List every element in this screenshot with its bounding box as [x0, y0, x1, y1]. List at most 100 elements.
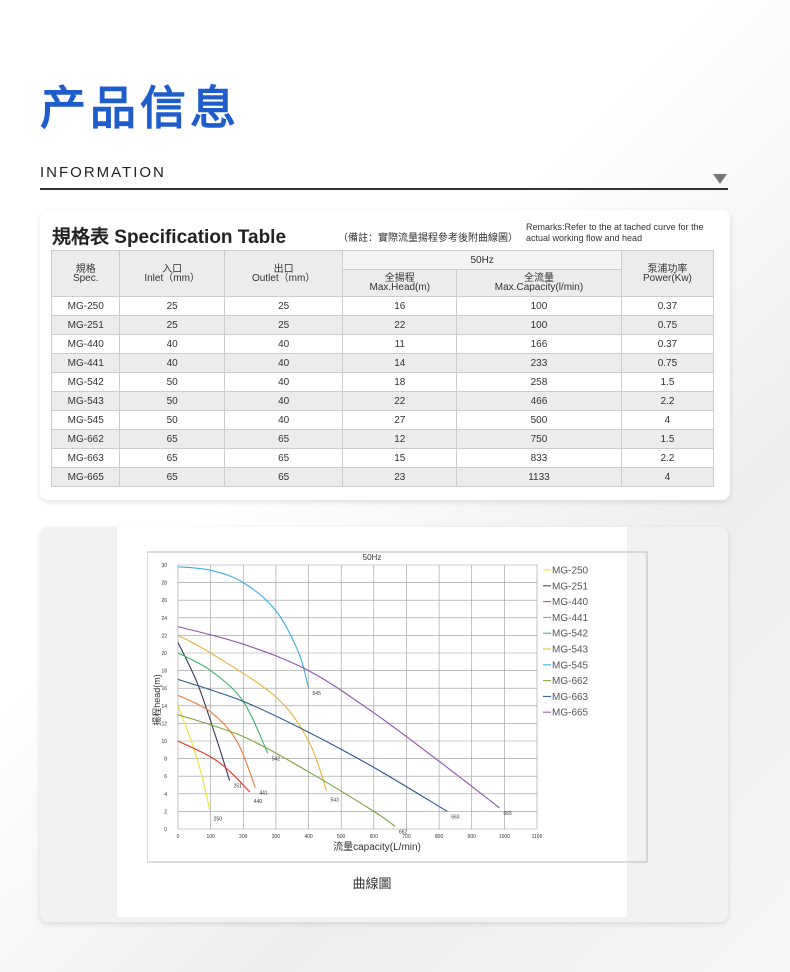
table-cell: 500 [456, 410, 622, 430]
table-cell: 833 [456, 448, 622, 468]
table-cell: 100 [456, 296, 622, 316]
table-cell: 40 [223, 334, 344, 354]
group-header: 50Hz [342, 250, 622, 270]
series-end-label: 440 [254, 799, 263, 805]
legend-entry: MG-250 [552, 566, 589, 577]
table-cell: MG-545 [50, 410, 121, 430]
legend-entry: MG-663 [552, 692, 589, 703]
table-cell: 25 [119, 296, 225, 316]
y-tick-label: 6 [164, 774, 167, 780]
legend-entry: MG-662 [552, 676, 589, 687]
table-cell: MG-441 [50, 353, 121, 373]
table-row: MG-543 50 40 22 466 2.2 [50, 391, 715, 411]
x-tick-label: 700 [402, 834, 411, 840]
table-row: MG-663 65 65 15 833 2.2 [50, 448, 715, 468]
col-header: 出口 Outlet（mm） [223, 250, 344, 297]
series-end-label: 545 [313, 691, 322, 697]
table-cell: 4 [620, 467, 715, 487]
table-cell: 1133 [456, 467, 622, 487]
table-cell: 65 [223, 448, 344, 468]
col-header: 規格 Spec. [50, 250, 121, 297]
spec-title: 規格表 Specification Table [52, 227, 287, 248]
col-en: Inlet（mm） [144, 272, 200, 284]
legend-entry: MG-440 [552, 597, 589, 608]
x-tick-label: 800 [435, 834, 444, 840]
table-cell: 258 [456, 372, 622, 392]
table-row: MG-662 65 65 12 750 1.5 [50, 429, 715, 449]
y-tick-label: 0 [164, 827, 167, 833]
table-cell: 22 [342, 391, 458, 411]
x-tick-label: 1000 [499, 834, 510, 840]
series-end-label: 250 [214, 817, 223, 823]
table-cell: 166 [456, 334, 622, 354]
table-row: MG-250 25 25 16 100 0.37 [50, 296, 715, 316]
x-tick-label: 0 [177, 834, 180, 840]
series-end-label: 665 [503, 811, 512, 817]
series-line-441 [177, 694, 256, 788]
series-line-251 [177, 642, 231, 781]
y-tick-label: 28 [161, 581, 167, 587]
table-cell: 22 [342, 315, 458, 335]
col-cn: 出口 [273, 263, 294, 275]
y-tick-label: 18 [161, 669, 167, 675]
series-line-665 [177, 626, 500, 809]
divider [40, 188, 728, 190]
table-cell: 15 [342, 448, 458, 468]
table-cell: 18 [342, 372, 458, 392]
table-cell: 23 [342, 467, 458, 487]
series-end-label: 542 [272, 756, 281, 762]
table-cell: 466 [456, 391, 622, 411]
table-cell: 750 [456, 429, 622, 449]
col-en: Spec. [72, 272, 99, 284]
table-cell: 12 [342, 429, 458, 449]
triangle-down-icon [713, 174, 727, 184]
y-tick-label: 26 [161, 598, 167, 604]
table-cell: 50 [119, 391, 225, 411]
col-header: 泵浦功率 Power(Kw) [620, 250, 715, 297]
col-en: Max.Capacity(l/min) [494, 282, 584, 293]
spec-remarks: Remarks:Refer to the at tached curve for… [526, 222, 704, 243]
y-tick-label: 22 [161, 633, 167, 639]
y-tick-label: 12 [161, 721, 167, 727]
table-cell: MG-543 [50, 391, 121, 411]
table-cell: 65 [119, 429, 225, 449]
table-cell: MG-663 [50, 448, 121, 468]
page-subtitle: INFORMATION [40, 164, 166, 181]
table-cell: 2.2 [620, 391, 715, 411]
y-tick-label: 2 [164, 809, 167, 815]
table-cell: MG-662 [50, 429, 121, 449]
chart-card: 0 100 200 300 400 500 600 700 800 900 1000 1100 0 2 4 6… [40, 527, 728, 922]
legend-entry: MG-542 [552, 629, 589, 640]
x-tick-label: 500 [337, 834, 346, 840]
series-line-545 [177, 566, 310, 689]
table-cell: 65 [223, 467, 344, 487]
y-tick-label: 8 [164, 757, 167, 763]
y-tick-label: 4 [164, 792, 167, 798]
spec-card: 規格表 Specification Table （備註：實際流量揚程參考後附曲線… [40, 210, 730, 500]
table-cell: 25 [223, 315, 344, 335]
table-cell: 40 [223, 391, 344, 411]
legend-entry: MG-251 [552, 581, 589, 592]
table-cell: 1.5 [620, 429, 715, 449]
table-cell: MG-440 [50, 334, 121, 354]
y-tick-label: 24 [161, 616, 167, 622]
col-header: 全揚程 Max.Head(m) [342, 269, 458, 297]
table-cell: 4 [620, 410, 715, 430]
x-tick-label: 100 [206, 834, 215, 840]
series-line-662 [177, 714, 396, 827]
col-cn: 全揚程 [384, 273, 415, 284]
series-end-label: 251 [234, 784, 243, 790]
series-end-label: 663 [451, 814, 460, 820]
chart-title: 50Hz [363, 553, 382, 562]
table-cell: 27 [342, 410, 458, 430]
table-cell: 40 [119, 353, 225, 373]
x-tick-label: 900 [468, 834, 477, 840]
table-cell: 65 [223, 429, 344, 449]
legend-entry: MG-543 [552, 645, 589, 656]
col-cn: 泵浦功率 [647, 263, 688, 275]
series-line-663 [177, 678, 448, 812]
x-tick-label: 600 [370, 834, 379, 840]
x-tick-label: 300 [272, 834, 281, 840]
y-tick-label: 20 [161, 651, 167, 657]
series-end-label: 441 [259, 791, 268, 797]
